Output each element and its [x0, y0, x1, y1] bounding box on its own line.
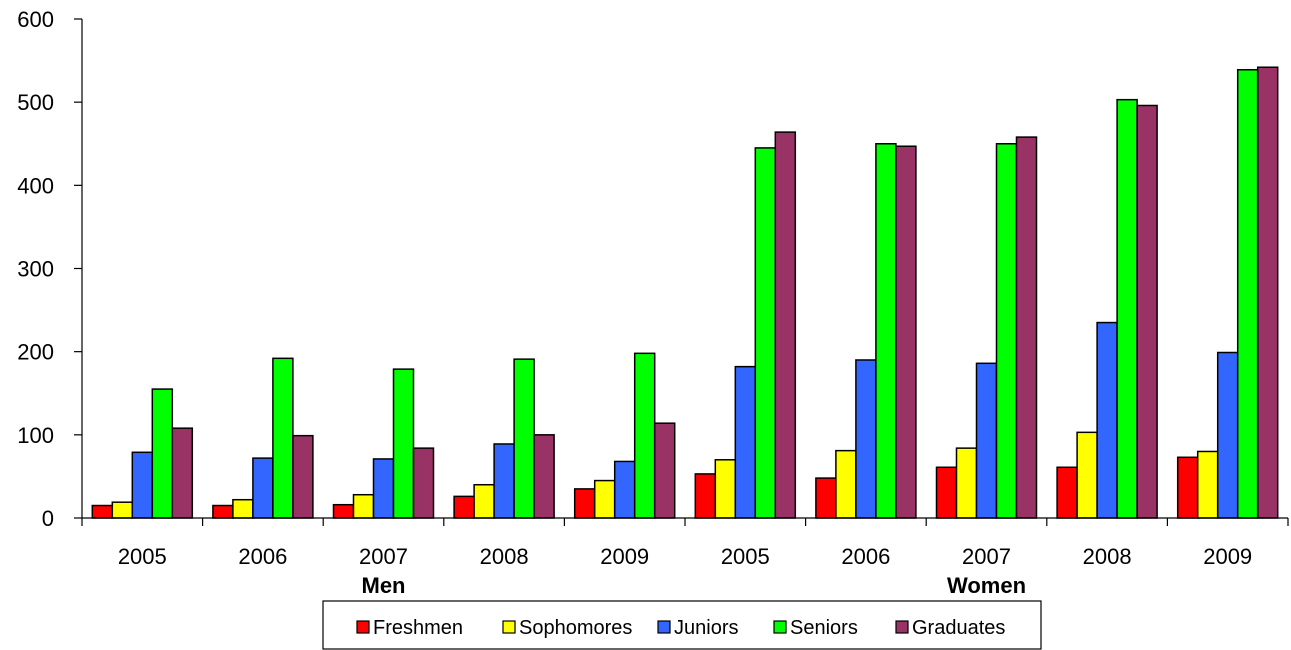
bar-sophomores: [955, 447, 978, 519]
bar-juniors: [855, 359, 877, 519]
bar-juniors: [493, 443, 515, 519]
bar-sophomores: [111, 501, 134, 519]
x-axis: 2005 2006 2007 2008 2009 2005 2006 2007 2008 2009…: [81, 517, 1289, 598]
bar-juniors: [1216, 351, 1239, 519]
bar-juniors: [1096, 321, 1118, 519]
x-tick-label: 2006: [841, 544, 890, 569]
bar-seniors: [1236, 68, 1259, 519]
bar-seniors: [272, 357, 294, 519]
legend-swatch-freshmen: [356, 620, 370, 634]
y-tick-label: 100: [17, 423, 54, 448]
x-tick-label: 2007: [359, 544, 408, 569]
x-tick-label: 2009: [1203, 544, 1252, 569]
bar-graduates: [533, 434, 555, 519]
bar-freshmen: [212, 504, 234, 519]
bar-freshmen: [453, 495, 475, 519]
bar-freshmen: [815, 477, 837, 519]
bar-graduates: [1015, 136, 1038, 519]
bar-graduates: [171, 427, 194, 519]
legend-label-seniors: Seniors: [790, 617, 858, 639]
bar-graduates: [1256, 66, 1279, 519]
bar-seniors: [754, 147, 777, 519]
bar-freshmen: [1056, 466, 1078, 519]
bar-juniors: [975, 362, 998, 519]
bar-sophomores: [835, 449, 857, 519]
legend-swatch-seniors: [773, 620, 787, 634]
x-tick-label: 2008: [480, 544, 529, 569]
bar-sophomores: [1196, 450, 1219, 519]
bar-seniors: [151, 388, 174, 519]
bar-sophomores: [593, 479, 616, 519]
bar-seniors: [1116, 98, 1138, 519]
legend-swatch-juniors: [657, 620, 671, 634]
legend-label-sophomores: Sophomores: [519, 617, 632, 639]
bar-juniors: [734, 365, 757, 519]
x-tick-label: 2006: [238, 544, 287, 569]
bar-graduates: [412, 447, 435, 519]
bar-freshmen: [91, 504, 114, 519]
y-tick-label: 0: [42, 506, 54, 531]
x-tick-label: 2005: [118, 544, 167, 569]
y-tick-label: 600: [17, 7, 54, 32]
legend-swatch-sophomores: [502, 620, 516, 634]
y-axis: 0 100 200 300 400 500 600: [17, 7, 83, 531]
bar-freshmen: [1176, 456, 1199, 519]
legend-label-juniors: Juniors: [674, 617, 738, 639]
bar-graduates: [895, 145, 917, 519]
bar-juniors: [252, 457, 274, 519]
bar-graduates: [292, 434, 314, 519]
bar-seniors: [633, 352, 656, 519]
bar-graduates: [1136, 104, 1158, 519]
legend: Freshmen Sophomores Juniors Seniors Graduate…: [322, 600, 1042, 650]
bar-seniors: [995, 143, 1018, 519]
group-label-1: Women: [947, 573, 1026, 598]
bar-sophomores: [1076, 431, 1098, 519]
y-tick-label: 300: [17, 257, 54, 282]
y-tick-label: 200: [17, 340, 54, 365]
group-label-0: Men: [362, 573, 406, 598]
x-tick-label: 2005: [721, 544, 770, 569]
bar-juniors: [372, 458, 395, 519]
bar-sophomores: [232, 498, 254, 519]
bar-freshmen: [694, 473, 717, 519]
legend-swatch-graduates: [895, 620, 909, 634]
legend-box: [322, 600, 1042, 650]
x-tick-label: 2009: [600, 544, 649, 569]
y-tick-label: 400: [17, 173, 54, 198]
x-tick-label: 2008: [1083, 544, 1132, 569]
legend-label-freshmen: Freshmen: [373, 617, 463, 639]
legend-label-graduates: Graduates: [912, 617, 1005, 639]
bar-sophomores: [473, 483, 495, 519]
bar-seniors: [513, 358, 535, 519]
bar-sophomores: [352, 493, 375, 519]
bar-graduates: [653, 422, 676, 519]
bars: [91, 66, 1279, 519]
bar-juniors: [613, 460, 636, 519]
x-tick-label: 2007: [962, 544, 1011, 569]
bar-freshmen: [935, 466, 958, 519]
bar-seniors: [875, 143, 897, 519]
y-tick-label: 500: [17, 90, 54, 115]
bar-sophomores: [714, 459, 737, 519]
bar-freshmen: [573, 488, 596, 519]
bar-graduates: [774, 131, 797, 519]
bar-juniors: [131, 451, 154, 519]
bar-freshmen: [332, 503, 355, 519]
bar-seniors: [392, 368, 415, 519]
